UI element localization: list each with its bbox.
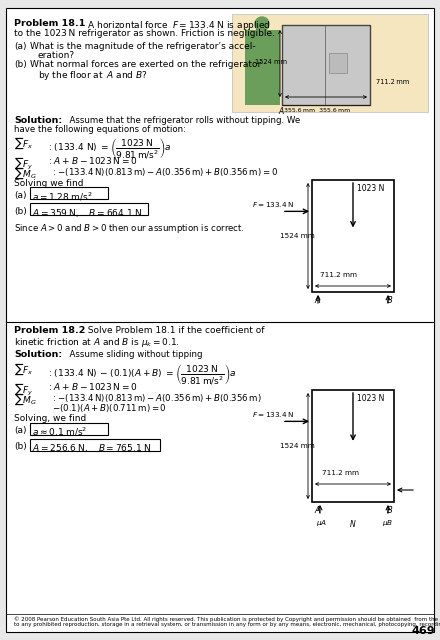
Text: 711.2 mm: 711.2 mm — [322, 470, 359, 476]
Text: kinetic friction at $A$ and $B$ is $\mu_k = 0.1$.: kinetic friction at $A$ and $B$ is $\mu_… — [14, 336, 180, 349]
Text: Solution:: Solution: — [14, 116, 62, 125]
Text: $\sum F_x$: $\sum F_x$ — [14, 362, 33, 378]
Text: to the 1023 N refrigerator as shown. Friction is negligible.: to the 1023 N refrigerator as shown. Fri… — [14, 29, 275, 38]
Bar — [312, 180, 394, 292]
Bar — [282, 25, 370, 105]
Text: $A = 359\;\mathrm{N},\quad B = 664.1\;\mathrm{N}$: $A = 359\;\mathrm{N},\quad B = 664.1\;\m… — [32, 207, 142, 219]
Text: have the following equations of motion:: have the following equations of motion: — [14, 125, 186, 134]
Text: (b): (b) — [14, 60, 27, 69]
Text: $\sum F_x$: $\sum F_x$ — [14, 136, 33, 151]
Circle shape — [255, 17, 269, 31]
Text: $\sum F_y$: $\sum F_y$ — [14, 155, 33, 171]
Text: Solution:: Solution: — [14, 350, 62, 359]
Text: by the floor at  $A$ and $B$?: by the floor at $A$ and $B$? — [38, 69, 147, 82]
Text: $B$: $B$ — [386, 504, 393, 515]
Text: 1023 N: 1023 N — [357, 394, 385, 403]
Text: $A$: $A$ — [278, 105, 285, 116]
Text: : (133.4 N) $-$ (0.1)($A+B$) $= \left(\dfrac{1023\,\mathrm{N}}{9.81\,\mathrm{m/s: : (133.4 N) $-$ (0.1)($A+B$) $= \left(\d… — [48, 362, 237, 386]
Text: 711.2 mm: 711.2 mm — [320, 272, 357, 278]
Text: 469: 469 — [412, 626, 436, 636]
Bar — [232, 14, 428, 112]
Text: 1023 N: 1023 N — [357, 184, 385, 193]
Text: (a): (a) — [14, 426, 26, 435]
Text: $A$: $A$ — [314, 294, 322, 305]
Text: $F=133.4\,\mathrm{N}$: $F=133.4\,\mathrm{N}$ — [252, 200, 294, 209]
Text: Since $A > 0$ and $B > 0$ then our assumption is correct.: Since $A > 0$ and $B > 0$ then our assum… — [14, 222, 245, 235]
Text: 711.2 mm: 711.2 mm — [376, 79, 409, 85]
Bar — [30, 439, 160, 451]
Text: 355.6 mm  355.6 mm: 355.6 mm 355.6 mm — [284, 108, 350, 113]
Text: Solve Problem 18.1 if the coefficient of: Solve Problem 18.1 if the coefficient of — [82, 326, 264, 335]
Text: 1524 mm: 1524 mm — [255, 59, 287, 65]
Text: $-(0.1)(A+B)(0.711\,\mathrm{m}) = 0$: $-(0.1)(A+B)(0.711\,\mathrm{m}) = 0$ — [52, 402, 167, 414]
Text: (b): (b) — [14, 442, 27, 451]
Text: (b): (b) — [14, 207, 27, 216]
Text: $a = 1.28\;\mathrm{m/s}^2$: $a = 1.28\;\mathrm{m/s}^2$ — [32, 191, 92, 204]
Text: Assume that the refrigerator rolls without tipping. We: Assume that the refrigerator rolls witho… — [64, 116, 300, 125]
Text: 1524 mm: 1524 mm — [280, 233, 315, 239]
Text: : (133.4 N) $= \left(\dfrac{1023\,\mathrm{N}}{9.81\,\mathrm{m/s}^2}\right)a$: : (133.4 N) $= \left(\dfrac{1023\,\mathr… — [48, 136, 172, 160]
Bar — [329, 53, 347, 73]
Text: : $A + B - 1023\,\mathrm{N} = 0$: : $A + B - 1023\,\mathrm{N} = 0$ — [48, 381, 138, 392]
Bar — [245, 30, 280, 105]
Text: Problem 18.2: Problem 18.2 — [14, 326, 85, 335]
Text: Assume sliding without tipping: Assume sliding without tipping — [64, 350, 202, 359]
Text: : $A + B - 1023\,\mathrm{N} = 0$: : $A + B - 1023\,\mathrm{N} = 0$ — [48, 155, 138, 166]
Text: $\mu A$: $\mu A$ — [316, 518, 327, 528]
Text: What normal forces are exerted on the refrigerator: What normal forces are exerted on the re… — [30, 60, 261, 69]
Text: $\sum M_G$: $\sum M_G$ — [14, 166, 37, 181]
Text: $A$: $A$ — [314, 504, 322, 515]
Text: $A = 256.6\;\mathrm{N},\quad B = 765.1\;\mathrm{N}$: $A = 256.6\;\mathrm{N},\quad B = 765.1\;… — [32, 442, 151, 454]
Text: $\sum F_y$: $\sum F_y$ — [14, 381, 33, 397]
Text: $F=133.4\,\mathrm{N}$: $F=133.4\,\mathrm{N}$ — [252, 410, 294, 419]
Text: $a \approx 0.1\;\mathrm{m/s}^2$: $a \approx 0.1\;\mathrm{m/s}^2$ — [32, 426, 87, 438]
Bar — [312, 390, 394, 502]
Text: Problem 18.1: Problem 18.1 — [14, 19, 85, 28]
Text: : $-(133.4\,\mathrm{N})(0.813\,\mathrm{m}) - A(0.356\,\mathrm{m}) + B(0.356\,\ma: : $-(133.4\,\mathrm{N})(0.813\,\mathrm{m… — [52, 166, 278, 178]
Text: Solving we find: Solving we find — [14, 179, 84, 188]
Text: eration?: eration? — [38, 51, 75, 60]
Bar — [30, 423, 108, 435]
Bar — [30, 203, 148, 215]
Text: 1524 mm: 1524 mm — [280, 443, 315, 449]
Text: (a): (a) — [14, 191, 26, 200]
Text: : $-(133.4\,\mathrm{N})(0.813\,\mathrm{m}) - A(0.356\,\mathrm{m}) + B(0.356\,\ma: : $-(133.4\,\mathrm{N})(0.813\,\mathrm{m… — [52, 392, 262, 404]
Text: $\sum M_G$: $\sum M_G$ — [14, 392, 37, 407]
Text: $\mu B$: $\mu B$ — [382, 518, 393, 528]
Text: What is the magnitude of the refrigerator’s accel-: What is the magnitude of the refrigerato… — [30, 42, 256, 51]
Text: © 2008 Pearson Education South Asia Pte Ltd. All rights reserved. This publicati: © 2008 Pearson Education South Asia Pte … — [14, 616, 440, 627]
Bar — [30, 187, 108, 199]
Text: (a): (a) — [14, 42, 26, 51]
Text: A horizontal force  $F=133.4$ N is applied: A horizontal force $F=133.4$ N is applie… — [82, 19, 271, 32]
Text: $B$: $B$ — [386, 294, 393, 305]
Text: Solving, we find: Solving, we find — [14, 414, 86, 423]
Text: $N$: $N$ — [349, 518, 356, 529]
